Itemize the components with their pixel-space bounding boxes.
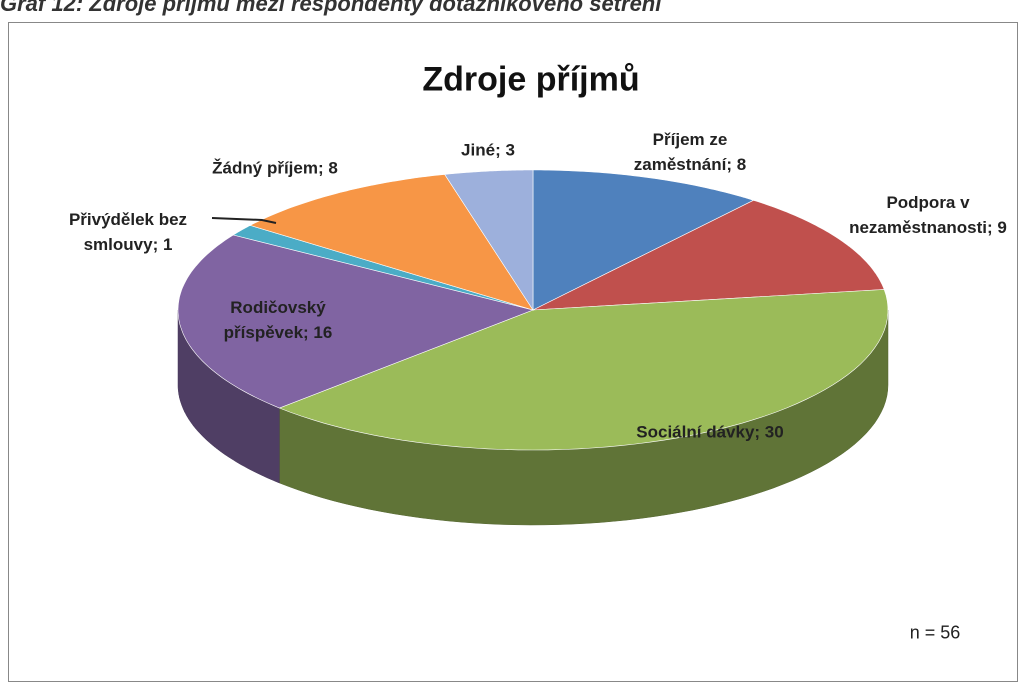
label-separator: ; (152, 235, 163, 254)
note: n = 56 (909, 622, 961, 643)
data-label: Sociální dávky; 30 (610, 420, 810, 445)
leader-line (211, 217, 277, 224)
data-label: Příjem ze zaměstnání; 8 (600, 127, 780, 177)
slice (532, 199, 885, 311)
label-separator: ; (754, 422, 765, 442)
label-separator: ; (987, 218, 998, 237)
label-value: 9 (997, 218, 1007, 237)
data-label: Jiné; 3 (428, 138, 548, 163)
data-label: Rodičovský příspěvek; 16 (198, 295, 358, 345)
data-label: Přivýdělek bez smlouvy; 1 (33, 207, 223, 257)
slice (278, 289, 889, 451)
chart-title: Zdroje příjmů (422, 60, 640, 99)
label-category: Jiné (461, 140, 496, 160)
label-value: 30 (764, 422, 784, 442)
label-value: 8 (736, 155, 747, 174)
chart (177, 169, 889, 526)
label-value: 3 (505, 140, 515, 160)
data-label: Podpora v nezaměstnanosti; 9 (843, 190, 1013, 240)
slice (532, 169, 755, 311)
label-value: 8 (328, 158, 338, 178)
label-separator: ; (317, 158, 329, 178)
slice (232, 225, 534, 311)
label-separator: ; (495, 140, 506, 160)
slice (177, 234, 534, 409)
slice (444, 169, 534, 312)
slice (249, 174, 534, 311)
label-category: Podpora v nezaměstnanosti (849, 193, 988, 237)
label-category: Přivýdělek bez smlouvy (68, 210, 188, 254)
label-category: Žádný příjem (212, 158, 318, 178)
caption: Graf 12: Zdroje příjmů mezi respondenty … (0, 0, 662, 16)
label-category: Příjem ze zaměstnání (633, 130, 728, 174)
label-value: 1 (162, 235, 173, 254)
label-category: Sociální dávky (636, 422, 755, 442)
label-separator: ; (726, 155, 737, 174)
label-separator: ; (303, 323, 314, 342)
data-label: Žádný příjem; 8 (165, 156, 385, 181)
label-category: Rodičovský příspěvek (223, 298, 326, 342)
label-value: 16 (313, 323, 333, 342)
